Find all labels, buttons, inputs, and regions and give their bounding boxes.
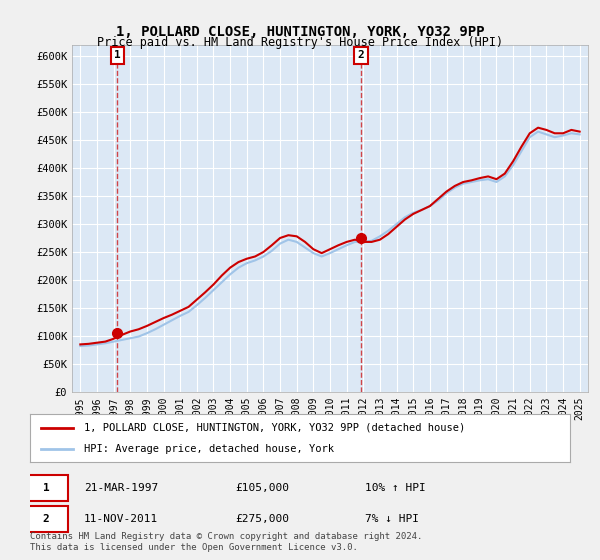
Text: £105,000: £105,000 bbox=[235, 483, 289, 493]
Text: £275,000: £275,000 bbox=[235, 514, 289, 524]
Text: 7% ↓ HPI: 7% ↓ HPI bbox=[365, 514, 419, 524]
Text: Price paid vs. HM Land Registry's House Price Index (HPI): Price paid vs. HM Land Registry's House … bbox=[97, 36, 503, 49]
FancyBboxPatch shape bbox=[25, 506, 68, 532]
Text: 2: 2 bbox=[43, 514, 50, 524]
Text: HPI: Average price, detached house, York: HPI: Average price, detached house, York bbox=[84, 444, 334, 454]
Text: Contains HM Land Registry data © Crown copyright and database right 2024.
This d: Contains HM Land Registry data © Crown c… bbox=[30, 532, 422, 552]
Text: 10% ↑ HPI: 10% ↑ HPI bbox=[365, 483, 425, 493]
Text: 1: 1 bbox=[43, 483, 50, 493]
Text: 1, POLLARD CLOSE, HUNTINGTON, YORK, YO32 9PP (detached house): 1, POLLARD CLOSE, HUNTINGTON, YORK, YO32… bbox=[84, 423, 465, 433]
Text: 1, POLLARD CLOSE, HUNTINGTON, YORK, YO32 9PP: 1, POLLARD CLOSE, HUNTINGTON, YORK, YO32… bbox=[116, 25, 484, 39]
FancyBboxPatch shape bbox=[25, 475, 68, 501]
Text: 2: 2 bbox=[358, 50, 365, 60]
Text: 1: 1 bbox=[114, 50, 121, 60]
Text: 11-NOV-2011: 11-NOV-2011 bbox=[84, 514, 158, 524]
Text: 21-MAR-1997: 21-MAR-1997 bbox=[84, 483, 158, 493]
